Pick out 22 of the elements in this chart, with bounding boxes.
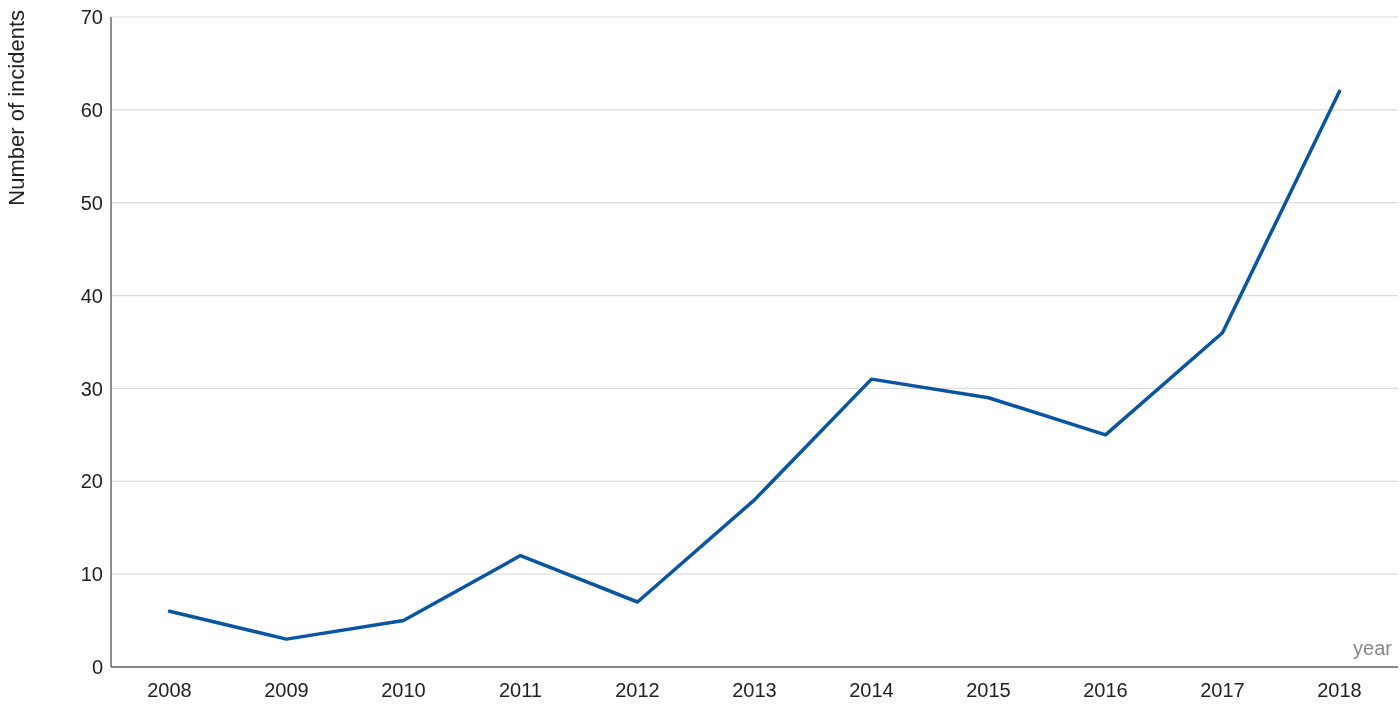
x-tick-label: 2009 [264, 679, 309, 702]
x-tick-label: 2013 [732, 679, 777, 702]
x-tick-label: 2017 [1200, 679, 1245, 702]
x-tick-label: 2011 [498, 679, 543, 702]
y-tick-label: 0 [91, 656, 103, 679]
y-tick-label: 40 [80, 284, 103, 307]
x-axis-title: year [1353, 637, 1393, 659]
y-axis-title: Number of incidents [4, 10, 29, 206]
x-tick-label: 2014 [849, 679, 894, 702]
y-tick-label: 20 [80, 470, 103, 493]
line-series [167, 89, 1342, 641]
x-tick-label: 2015 [966, 679, 1011, 702]
x-tick-label: 2010 [381, 679, 426, 702]
x-tick-label: 2012 [615, 679, 660, 702]
y-tick-label: 30 [80, 377, 103, 400]
x-tick-label: 2008 [147, 679, 192, 702]
y-tick-label: 50 [80, 191, 103, 214]
x-tick-label: 2018 [1317, 679, 1362, 702]
y-tick-label: 60 [80, 98, 103, 121]
y-tick-label: 10 [80, 563, 103, 586]
y-tick-label: 70 [80, 6, 103, 29]
x-tick-label: 2016 [1083, 679, 1128, 702]
